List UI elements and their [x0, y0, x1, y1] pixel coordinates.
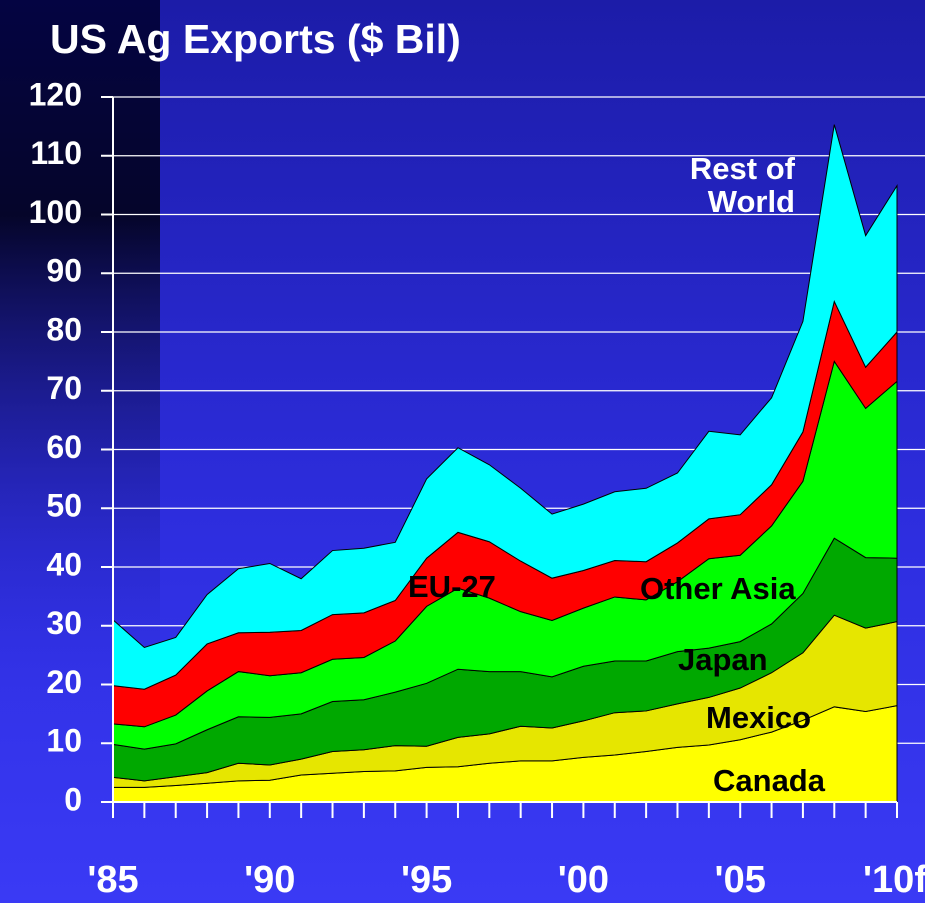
x-tick-label: '85	[87, 859, 138, 901]
series-label: Rest of World	[689, 151, 795, 219]
x-tick-label: '05	[715, 859, 766, 901]
x-tick-label: '90	[244, 859, 295, 901]
y-tick-label: 80	[46, 311, 82, 347]
y-tick-label: 110	[30, 135, 82, 171]
y-tick-label: 50	[46, 488, 82, 524]
y-tick-label: 30	[46, 605, 82, 641]
y-tick-label: 90	[46, 253, 82, 289]
y-tick-label: 20	[46, 664, 82, 700]
series-label: Other Asia	[640, 571, 796, 606]
y-tick-label: 0	[64, 781, 82, 817]
series-label: Japan	[678, 642, 768, 677]
y-tick-label: 70	[46, 370, 82, 406]
series-label: Mexico	[706, 700, 812, 735]
background-strip	[0, 0, 160, 720]
area	[112, 124, 898, 690]
x-tick-label: '95	[401, 859, 452, 901]
series-label: Canada	[713, 763, 825, 798]
y-tick-label: 10	[46, 723, 82, 759]
y-tick-label: 40	[46, 546, 82, 582]
y-tick-label: 60	[46, 429, 82, 465]
x-tick-label: '00	[558, 859, 609, 901]
y-tick-label: 100	[29, 194, 82, 230]
chart-title: US Ag Exports ($ Bil)	[50, 16, 461, 62]
series-label: EU-27	[408, 569, 496, 604]
y-tick-label: 120	[29, 76, 82, 112]
x-tick-label: '10f	[863, 859, 925, 901]
